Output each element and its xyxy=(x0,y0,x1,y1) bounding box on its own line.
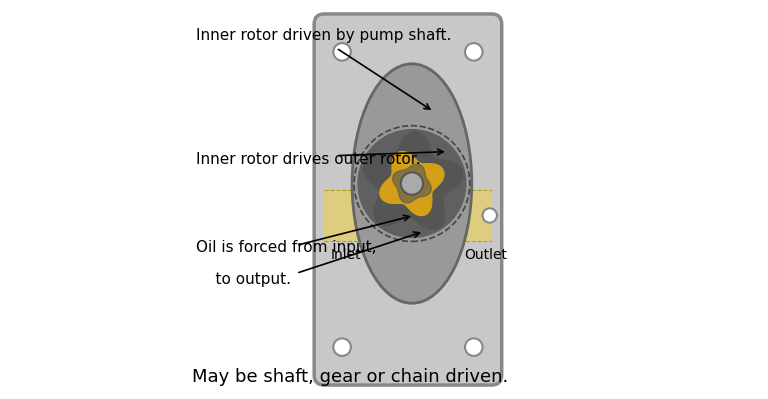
Text: Inner rotor drives outer rotor.: Inner rotor drives outer rotor. xyxy=(197,152,421,167)
Circle shape xyxy=(333,43,351,61)
Polygon shape xyxy=(358,130,466,237)
Polygon shape xyxy=(380,152,444,215)
Circle shape xyxy=(482,208,497,223)
Polygon shape xyxy=(380,152,444,215)
Circle shape xyxy=(465,43,482,61)
Bar xyxy=(324,190,492,241)
Polygon shape xyxy=(363,132,462,229)
Text: May be shaft, gear or chain driven.: May be shaft, gear or chain driven. xyxy=(193,368,508,386)
Circle shape xyxy=(465,338,482,356)
Ellipse shape xyxy=(352,64,472,303)
Text: Oil is forced from input,: Oil is forced from input, xyxy=(197,240,377,255)
Circle shape xyxy=(401,172,423,195)
Circle shape xyxy=(333,338,351,356)
FancyBboxPatch shape xyxy=(314,14,502,385)
Text: Inner rotor driven by pump shaft.: Inner rotor driven by pump shaft. xyxy=(197,28,452,43)
Text: Inlet: Inlet xyxy=(331,248,362,263)
Text: Outlet: Outlet xyxy=(464,248,507,263)
Polygon shape xyxy=(392,164,432,203)
Text: to output.: to output. xyxy=(197,272,292,287)
